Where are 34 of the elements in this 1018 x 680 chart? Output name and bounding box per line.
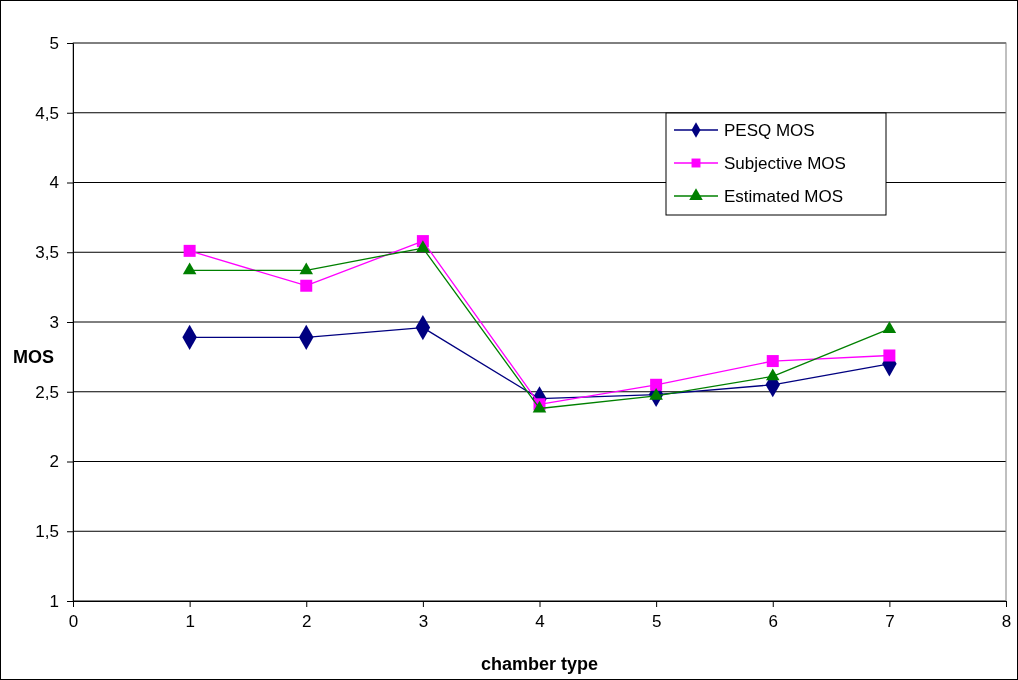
y-tick-label: 3 <box>49 312 59 332</box>
y-tick-label: 3,5 <box>35 243 59 263</box>
y-tick-label: 2 <box>49 452 59 472</box>
point <box>649 388 663 400</box>
point <box>765 368 780 381</box>
y-tick-label: 2,5 <box>35 382 59 402</box>
point <box>416 240 430 252</box>
point <box>650 378 663 391</box>
point <box>299 262 314 275</box>
x-tick-label: 0 <box>68 612 79 632</box>
legend-label: Subjective MOS <box>724 154 846 173</box>
y-tick-label: 1,5 <box>35 522 59 542</box>
x-tick-label: 8 <box>1001 612 1012 632</box>
x-tick-label: 6 <box>768 612 778 632</box>
point <box>183 244 196 257</box>
y-tick-label: 4 <box>49 173 59 193</box>
point <box>883 349 896 362</box>
x-tick-label: 1 <box>185 612 195 632</box>
y-tick-label: 1 <box>49 591 59 611</box>
x-axis-title: chamber type <box>480 654 599 674</box>
x-tick-label: 7 <box>885 612 895 632</box>
legend-label: PESQ MOS <box>724 121 815 140</box>
point <box>766 355 779 368</box>
point <box>182 262 197 275</box>
point <box>882 321 897 333</box>
y-axis-title: MOS <box>13 346 55 367</box>
x-tick-label: 4 <box>535 612 545 632</box>
y-tick-label: 4,5 <box>35 103 59 123</box>
point <box>300 279 313 292</box>
legend-label: Estimated MOS <box>724 187 844 206</box>
x-tick-label: 2 <box>302 612 312 632</box>
x-tick-label: 3 <box>418 612 429 632</box>
y-tick-label: 5 <box>49 33 59 53</box>
x-tick-label: 5 <box>651 612 662 632</box>
